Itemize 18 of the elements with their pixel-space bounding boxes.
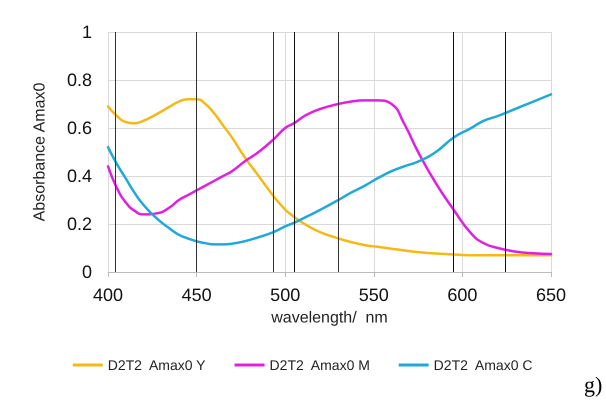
x-tick-label: 450 xyxy=(182,285,212,305)
legend-label: D2T2 Amax0 M xyxy=(270,357,370,373)
y-tick-label: 0.4 xyxy=(66,166,92,186)
y-tick-label: 0.8 xyxy=(66,70,92,90)
x-tick-label: 600 xyxy=(447,285,478,305)
y-tick-label: 0.2 xyxy=(66,214,92,234)
legend-label: D2T2 Amax0 C xyxy=(434,357,533,373)
x-tick-label: 550 xyxy=(358,285,389,305)
y-tick-label: 0 xyxy=(82,262,92,282)
y-tick-label: 0.6 xyxy=(66,118,92,138)
x-tick-label: 400 xyxy=(92,285,124,305)
x-tick-label: 500 xyxy=(270,285,300,305)
x-axis-title: wavelength/ nm xyxy=(270,310,388,326)
x-tick-label: 650 xyxy=(536,285,566,305)
y-axis-title: Absorbance Amax0 xyxy=(32,82,48,222)
text: g) xyxy=(584,372,602,398)
legend-label: D2T2 Amax0 Y xyxy=(108,357,206,373)
y-tick-label: 1 xyxy=(82,22,92,42)
